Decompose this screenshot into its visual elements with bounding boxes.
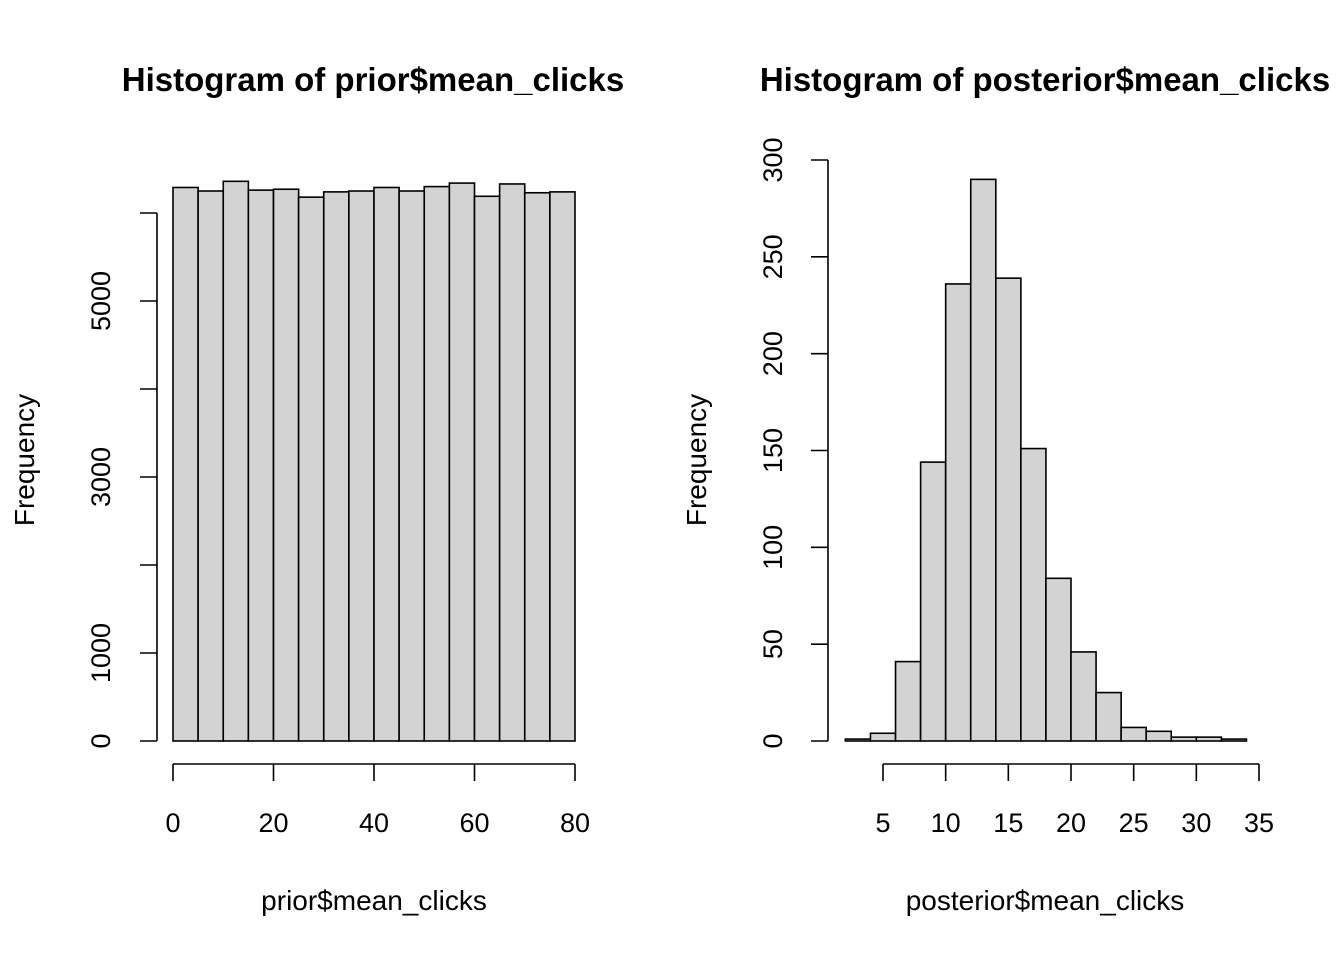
prior-bar xyxy=(423,185,451,742)
prior-bar xyxy=(272,188,300,742)
posterior-y-axis: 0 50 100 150 200 250 300 xyxy=(758,137,829,749)
posterior-bar xyxy=(994,277,1022,742)
posterior-histogram-panel: Histogram of posterior$mean_clicks poste… xyxy=(681,61,1330,916)
posterior-x-tick-label: 10 xyxy=(931,808,961,838)
posterior-bar xyxy=(969,178,997,742)
prior-x-tick-label: 0 xyxy=(165,808,180,838)
prior-x-axis-label: prior$mean_clicks xyxy=(261,885,487,916)
posterior-x-tick-label: 20 xyxy=(1056,808,1086,838)
posterior-x-tick-label: 35 xyxy=(1244,808,1274,838)
posterior-bar xyxy=(1120,726,1147,742)
posterior-y-tick-label: 150 xyxy=(758,428,788,473)
prior-bar xyxy=(322,191,350,742)
prior-bar xyxy=(523,191,551,742)
prior-bar xyxy=(247,189,275,742)
prior-y-axis-label: Frequency xyxy=(9,394,40,526)
prior-x-tick-label: 40 xyxy=(359,808,389,838)
posterior-bar xyxy=(1220,738,1248,742)
prior-bars xyxy=(172,180,576,742)
prior-bar xyxy=(549,191,576,742)
posterior-bar xyxy=(844,738,872,742)
prior-y-tick-label: 5000 xyxy=(86,271,116,331)
prior-bar xyxy=(348,190,375,742)
posterior-bar xyxy=(1145,730,1173,742)
prior-bar xyxy=(222,180,250,742)
prior-y-tick-label: 3000 xyxy=(86,447,116,507)
posterior-x-axis: 5 10 15 20 25 30 35 xyxy=(875,763,1274,838)
posterior-y-tick-label: 50 xyxy=(758,629,788,659)
posterior-x-axis-label: posterior$mean_clicks xyxy=(906,885,1185,916)
prior-bar xyxy=(498,183,526,742)
prior-bar xyxy=(297,196,325,742)
prior-x-tick-label: 80 xyxy=(560,808,590,838)
posterior-y-axis-label: Frequency xyxy=(681,394,712,526)
posterior-bar xyxy=(1170,736,1198,742)
posterior-x-tick-label: 15 xyxy=(993,808,1023,838)
prior-x-tick-label: 60 xyxy=(459,808,489,838)
posterior-y-tick-label: 0 xyxy=(758,733,788,748)
prior-bar xyxy=(398,190,426,742)
posterior-bar xyxy=(869,732,897,742)
posterior-bar xyxy=(1045,577,1072,742)
prior-histogram-panel: Histogram of prior$mean_clicks prior$mea… xyxy=(9,61,624,916)
posterior-y-tick-label: 200 xyxy=(758,331,788,376)
prior-chart-title: Histogram of prior$mean_clicks xyxy=(122,61,625,98)
prior-bar xyxy=(373,186,400,742)
posterior-bar xyxy=(894,660,922,742)
posterior-y-tick-label: 100 xyxy=(758,525,788,570)
posterior-y-tick-label: 300 xyxy=(758,137,788,182)
prior-y-tick-label: 0 xyxy=(86,733,116,748)
prior-y-axis: 0 1000 3000 5000 xyxy=(86,212,158,749)
posterior-bar xyxy=(1020,447,1047,742)
posterior-bars xyxy=(844,178,1248,742)
posterior-bar xyxy=(944,283,972,742)
posterior-x-tick-label: 25 xyxy=(1119,808,1149,838)
prior-bar xyxy=(197,190,225,742)
prior-y-tick-label: 1000 xyxy=(86,623,116,683)
prior-bar xyxy=(172,186,199,742)
posterior-bar xyxy=(1070,651,1097,742)
posterior-chart-title: Histogram of posterior$mean_clicks xyxy=(760,61,1330,98)
prior-bar xyxy=(448,182,476,742)
posterior-bar xyxy=(1195,736,1223,742)
prior-bar xyxy=(473,195,501,742)
prior-x-axis: 0 20 40 60 80 xyxy=(165,763,590,838)
posterior-bar xyxy=(1095,691,1122,742)
prior-x-tick-label: 20 xyxy=(258,808,288,838)
posterior-bar xyxy=(919,461,947,742)
posterior-y-tick-label: 250 xyxy=(758,234,788,279)
posterior-x-tick-label: 5 xyxy=(875,808,890,838)
posterior-x-tick-label: 30 xyxy=(1181,808,1211,838)
